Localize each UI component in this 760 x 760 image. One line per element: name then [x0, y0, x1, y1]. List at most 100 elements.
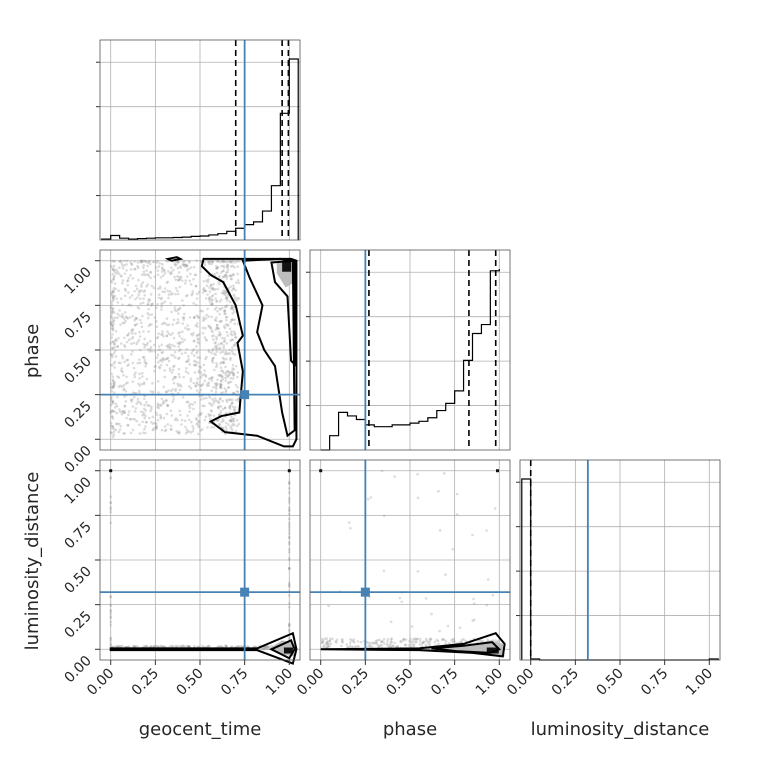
panel-luminosity-distance-phase-sample [438, 529, 442, 532]
panel-phase-geocent-time-sample [224, 290, 228, 294]
panel-phase-geocent-time-sample [109, 279, 113, 283]
panel-luminosity-distance-geocent-time-contour-inner [269, 639, 296, 660]
xtick-label-phase-4: 1.00 [473, 666, 506, 699]
panel-phase-geocent-time-sample [170, 353, 173, 357]
panel-phase-geocent-time-sample [230, 338, 234, 341]
panel-phase-geocent-time-sample [236, 375, 239, 379]
panel-phase-geocent-time-sample [156, 302, 159, 306]
panel-luminosity-distance-phase-sample [426, 640, 430, 644]
panel-phase-geocent-time-sample [146, 312, 149, 315]
panel-phase-geocent-time-sample [153, 316, 157, 319]
panel-phase-geocent-time-sample [202, 397, 206, 400]
panel-luminosity-distance-geocent-time-sample [176, 644, 180, 648]
panel-luminosity-distance-geocent-time-sample [220, 645, 223, 648]
panel-phase-geocent-time-sample [168, 367, 172, 370]
panel-phase-geocent-time-sample [215, 300, 218, 303]
panel-phase-geocent-time-sample [143, 293, 147, 297]
panel-phase-geocent-time-sample [129, 268, 133, 271]
panel-luminosity-distance-phase-sample [425, 639, 428, 643]
panel-phase-geocent-time-sample [219, 397, 222, 400]
panel-phase-geocent-time-sample [197, 290, 201, 294]
panel-phase-geocent-time-sample [141, 260, 144, 264]
panel-phase-geocent-time-sample [153, 349, 157, 353]
panel-luminosity-distance-phase-sample [458, 626, 462, 630]
panel-phase-geocent-time-sample [115, 422, 118, 426]
panel-phase-geocent-time-sample [133, 268, 136, 271]
panel-phase-geocent-time-sample [112, 290, 115, 293]
panel-phase-geocent-time-sample [215, 266, 219, 270]
panel-phase-geocent-time-sample [152, 286, 156, 290]
panel-phase-geocent-time-sample [142, 355, 146, 359]
panel-phase-geocent-time-sample [208, 286, 211, 290]
panel-phase-geocent-time-sample [215, 259, 219, 263]
panel-phase-geocent-time-sample [113, 349, 117, 353]
panel-phase-geocent-time-sample [110, 409, 114, 413]
panel-phase-geocent-time-sample [143, 289, 147, 292]
panel-phase-geocent-time-sample [209, 402, 213, 406]
panel-phase-geocent-time-sample [131, 277, 135, 280]
panel-phase-geocent-time-sample [217, 413, 221, 416]
panel-phase-geocent-time-sample [109, 363, 113, 367]
panel-luminosity-distance-phase-sample [428, 643, 432, 647]
panel-phase-geocent-time-sample [189, 377, 193, 380]
panel-phase-geocent-time-sample [231, 352, 235, 356]
panel-luminosity-distance-geocent-time-sample [179, 645, 182, 648]
panel-luminosity-distance-phase-sample [418, 643, 422, 646]
panel-phase-geocent-time-sample [232, 417, 236, 421]
panel-phase-geocent-time-sample [116, 312, 120, 316]
panel-phase-geocent-time-sample [226, 268, 230, 271]
panel-luminosity-distance-phase-sample [390, 637, 393, 640]
panel-phase-geocent-time-sample [210, 295, 214, 298]
panel-phase-geocent-time-sample [229, 380, 233, 384]
panel-phase-geocent-time-sample [202, 286, 206, 290]
panel-phase-geocent-time-sample [162, 268, 166, 272]
panel-luminosity-distance-geocent-time-sample [116, 645, 120, 648]
panel-phase-geocent-time-sample [146, 316, 150, 320]
panel-phase-geocent-time-sample [136, 266, 140, 270]
panel-phase-geocent-time-sample [142, 330, 145, 333]
panel-phase-geocent-time-sample [224, 305, 228, 308]
panel-phase-geocent-time-sample [218, 374, 222, 377]
panel-phase-geocent-time-sample [178, 388, 182, 392]
panel-luminosity-distance-geocent-time-sample [239, 644, 243, 648]
panel-phase-geocent-time-sample [198, 365, 201, 368]
panel-luminosity-distance-phase-sample [369, 496, 373, 499]
panel-phase-geocent-time-sample [145, 343, 149, 347]
panel-luminosity-distance-phase-sample [429, 637, 432, 640]
panel-phase-geocent-time-sample [223, 291, 226, 295]
panel-phase-geocent-time-sample [223, 275, 227, 278]
panel-luminosity-distance-geocent-time-sample [287, 636, 291, 640]
panel-phase-geocent-time-sample [214, 297, 217, 300]
panel-phase-geocent-time-sample [185, 400, 189, 404]
panel-phase-geocent-time-sample [154, 425, 158, 429]
panel-phase-geocent-time-sample [160, 270, 164, 273]
panel-phase-geocent-time-sample [109, 421, 113, 425]
panel-phase-geocent-time-sample [111, 333, 114, 336]
panel-phase-geocent-time-sample [153, 260, 156, 264]
panel-phase-geocent-time-sample [173, 350, 177, 354]
panel-phase-geocent-time-sample [208, 396, 212, 399]
panel-phase-geocent-time-sample [123, 294, 127, 297]
panel-phase-geocent-time-sample [188, 410, 191, 413]
panel-phase-geocent-time-sample [131, 405, 135, 408]
panel-luminosity-distance-phase-sample [419, 637, 422, 641]
panel-phase-geocent-time-sample [177, 292, 180, 296]
panel-phase-geocent-time-sample [220, 369, 223, 372]
panel-phase-geocent-time-sample [155, 426, 158, 429]
panel-phase-geocent-time-sample [114, 355, 118, 358]
panel-phase-geocent-time-sample [124, 289, 127, 292]
panel-phase-geocent-time-sample [142, 270, 146, 274]
panel-phase-geocent-time-sample [122, 317, 126, 321]
panel-luminosity-distance-geocent-time-sample [287, 558, 291, 562]
panel-phase-geocent-time-sample [225, 274, 229, 278]
panel-phase-geocent-time-sample [211, 287, 214, 291]
panel-phase-geocent-time-sample [204, 357, 207, 361]
panel-phase-geocent-time-sample [229, 356, 232, 360]
panel-phase-geocent-time-sample [161, 263, 164, 266]
panel-phase-geocent-time-sample [157, 348, 160, 352]
panel-phase-geocent-time-sample [187, 418, 191, 422]
panel-phase-geocent-time-sample [189, 420, 193, 424]
panel-phase-geocent-time-sample [216, 327, 220, 330]
panel-phase-geocent-time-sample [188, 316, 192, 319]
panel-phase-geocent-time-sample [112, 351, 116, 355]
